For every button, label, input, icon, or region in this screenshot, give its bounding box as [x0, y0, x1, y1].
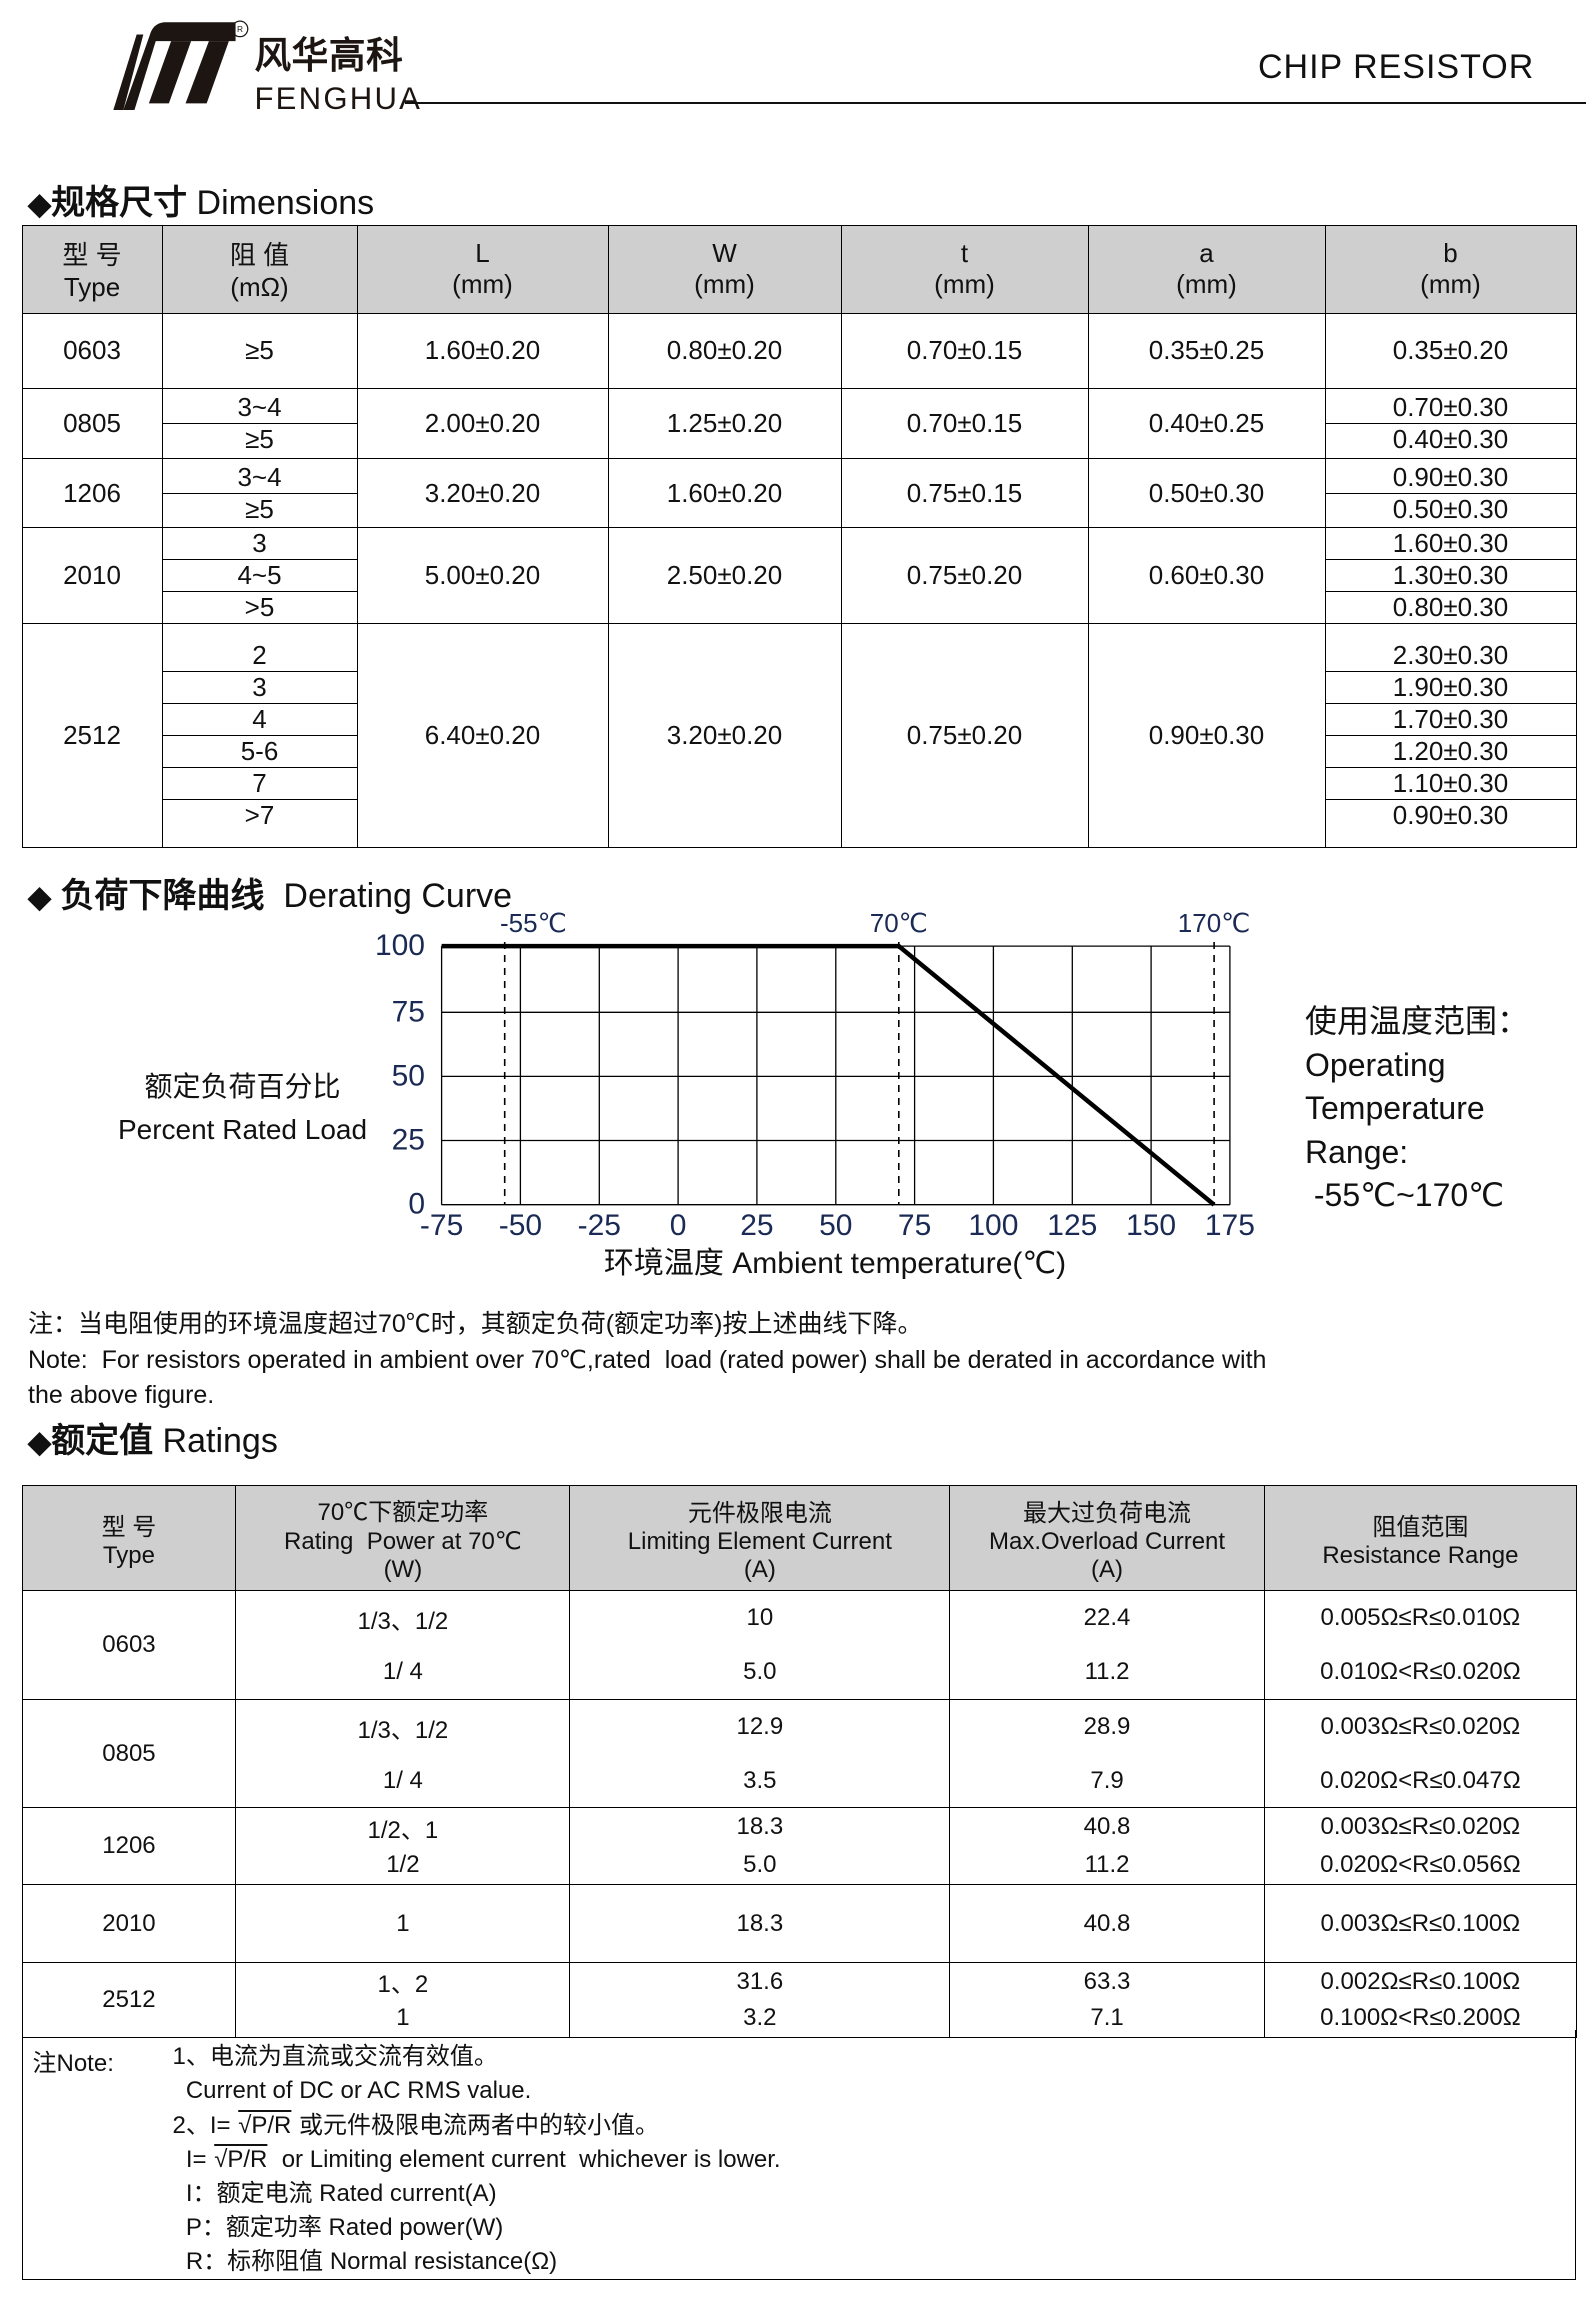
svg-text:50: 50 — [819, 1209, 852, 1242]
svg-text:170℃: 170℃ — [1178, 908, 1251, 938]
svg-text:R: R — [237, 24, 243, 34]
svg-text:-55℃: -55℃ — [500, 908, 567, 938]
svg-text:风华高科: 风华高科 — [254, 35, 403, 76]
svg-text:环境温度 Ambient temperature(℃): 环境温度 Ambient temperature(℃) — [604, 1247, 1066, 1280]
svg-text:50: 50 — [392, 1059, 425, 1092]
svg-text:-25: -25 — [578, 1209, 621, 1242]
svg-text:125: 125 — [1047, 1209, 1097, 1242]
svg-text:25: 25 — [740, 1209, 773, 1242]
svg-text:100: 100 — [375, 929, 425, 962]
svg-text:FENGHUA: FENGHUA — [254, 81, 422, 116]
svg-text:75: 75 — [392, 995, 425, 1028]
svg-text:25: 25 — [392, 1124, 425, 1157]
svg-text:175: 175 — [1205, 1209, 1255, 1242]
svg-text:-50: -50 — [499, 1209, 542, 1242]
svg-text:100: 100 — [968, 1209, 1018, 1242]
svg-text:-75: -75 — [420, 1209, 463, 1242]
svg-text:70℃: 70℃ — [870, 908, 928, 938]
svg-text:75: 75 — [898, 1209, 931, 1242]
svg-text:0: 0 — [670, 1209, 687, 1242]
svg-text:150: 150 — [1126, 1209, 1176, 1242]
